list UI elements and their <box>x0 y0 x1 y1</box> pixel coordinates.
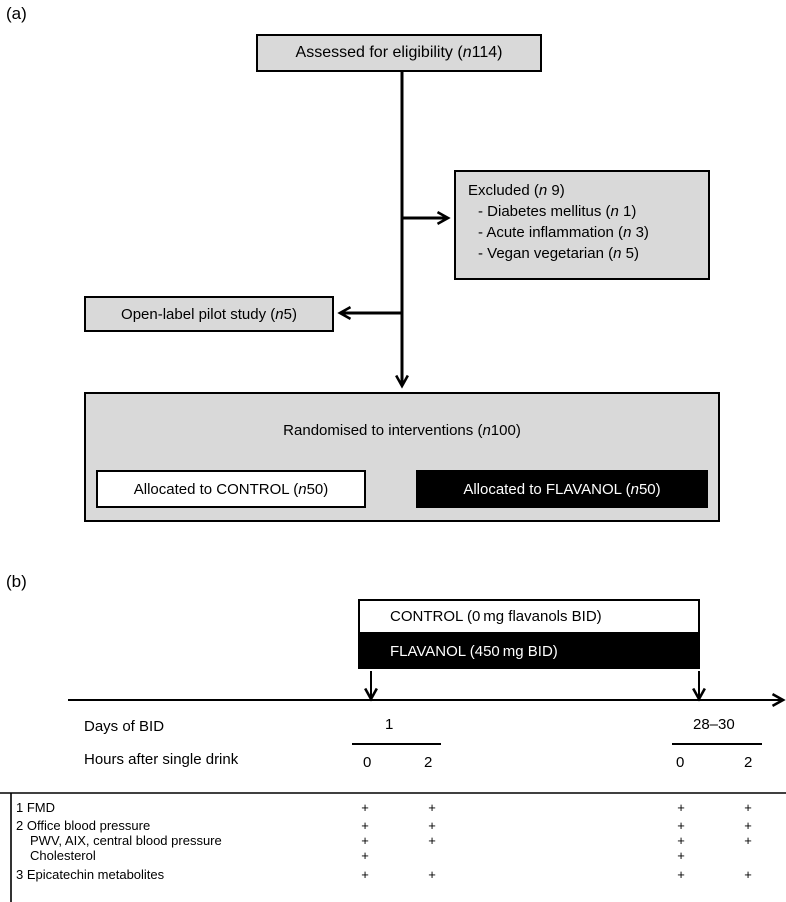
table-row: 1 FMD + + + + <box>0 800 786 816</box>
hour-tick: 2 <box>424 754 433 771</box>
table-row: Cholesterol + + <box>0 848 786 864</box>
table-row: PWV, AIX, central blood pressure + + + + <box>0 833 786 849</box>
plus-mark: + <box>428 818 436 833</box>
plus-mark: + <box>744 818 752 833</box>
control-allocation-box: Allocated to CONTROL (n 50) <box>96 470 366 508</box>
control-value: 50) <box>306 480 329 498</box>
plus-mark: + <box>677 800 685 815</box>
excluded-item-n: n <box>613 245 622 262</box>
plus-mark: + <box>677 833 685 848</box>
flavanol-intervention-box: FLAVANOL (450 mg BID) <box>358 633 700 669</box>
excluded-item-value: 3) <box>631 224 649 241</box>
plus-mark: + <box>361 800 369 815</box>
pilot-prefix: Open-label pilot study ( <box>121 305 276 323</box>
flavanol-value: 50) <box>638 480 661 498</box>
hour-tick: 0 <box>363 754 372 771</box>
panel-b-label: (b) <box>6 572 27 591</box>
flavanol-allocation-box: Allocated to FLAVANOL (n 50) <box>416 470 708 508</box>
excluded-item-n: n <box>623 224 632 241</box>
excluded-title-prefix: Excluded ( <box>468 182 539 199</box>
plus-mark: + <box>361 848 369 863</box>
hour-tick: 2 <box>744 754 753 771</box>
day-first: 1 <box>385 716 394 733</box>
plus-mark: + <box>677 848 685 863</box>
randomised-box: Randomised to interventions (n 100) Allo… <box>84 392 720 522</box>
excluded-item: - Vegan vegetarian (n 5) <box>468 243 708 264</box>
control-intervention-box: CONTROL (0 mg flavanols BID) <box>358 599 700 634</box>
assessed-prefix: Assessed for eligibility ( <box>295 44 463 61</box>
assessed-box: Assessed for eligibility (n 114) <box>256 34 542 72</box>
excluded-item-prefix: - Acute inflammation ( <box>478 224 624 241</box>
row-label: PWV, AIX, central blood pressure <box>30 833 222 848</box>
pilot-n: n <box>275 305 284 323</box>
plus-mark: + <box>677 867 685 882</box>
hour-tick: 0 <box>676 754 685 771</box>
excluded-item-value: 1) <box>618 203 637 220</box>
randomised-title: Randomised to interventions (n 100) <box>86 420 718 440</box>
excluded-item: - Diabetes mellitus (n 1) <box>468 201 708 222</box>
pilot-value: 5) <box>283 305 297 323</box>
excluded-item-prefix: - Vegan vegetarian ( <box>478 245 614 262</box>
excluded-item: - Acute inflammation (n 3) <box>468 222 708 243</box>
flavanol-n: n <box>630 480 639 498</box>
hours-label: Hours after single drink <box>84 751 239 768</box>
plus-mark: + <box>677 818 685 833</box>
excluded-title-value: 9) <box>547 182 565 199</box>
days-label: Days of BID <box>84 718 165 735</box>
plus-mark: + <box>744 867 752 882</box>
plus-mark: + <box>361 818 369 833</box>
flavanol-prefix: Allocated to FLAVANOL ( <box>463 480 631 498</box>
randomised-n: n <box>482 421 491 439</box>
excluded-title-n: n <box>538 182 548 199</box>
plus-mark: + <box>744 800 752 815</box>
row-label: 1 FMD <box>16 800 55 815</box>
excluded-box: Excluded (n 9) - Diabetes mellitus (n 1)… <box>454 170 710 280</box>
pilot-box: Open-label pilot study (n 5) <box>84 296 334 332</box>
excluded-title: Excluded (n 9) <box>468 180 708 201</box>
row-label: 3 Epicatechin metabolites <box>16 867 165 882</box>
excluded-item-value: 5) <box>621 245 639 262</box>
row-label: Cholesterol <box>30 848 96 863</box>
excluded-item-prefix: - Diabetes mellitus ( <box>478 203 611 220</box>
control-prefix: Allocated to CONTROL ( <box>133 480 299 498</box>
row-label: 2 Office blood pressure <box>16 818 151 833</box>
assessed-value: 114) <box>471 44 503 61</box>
plus-mark: + <box>361 833 369 848</box>
control-n: n <box>298 480 307 498</box>
plus-mark: + <box>744 833 752 848</box>
day-last: 28–30 <box>693 716 735 733</box>
randomised-prefix: Randomised to interventions ( <box>283 421 483 439</box>
randomised-value: 100) <box>490 421 521 439</box>
plus-mark: + <box>428 867 436 882</box>
excluded-item-n: n <box>610 203 619 220</box>
plus-mark: + <box>428 800 436 815</box>
assessed-n: n <box>462 44 472 61</box>
plus-mark: + <box>428 833 436 848</box>
table-row: 2 Office blood pressure + + + + <box>0 818 786 834</box>
panel-a-label: (a) <box>6 4 27 23</box>
plus-mark: + <box>361 867 369 882</box>
table-row: 3 Epicatechin metabolites + + + + <box>0 867 786 883</box>
